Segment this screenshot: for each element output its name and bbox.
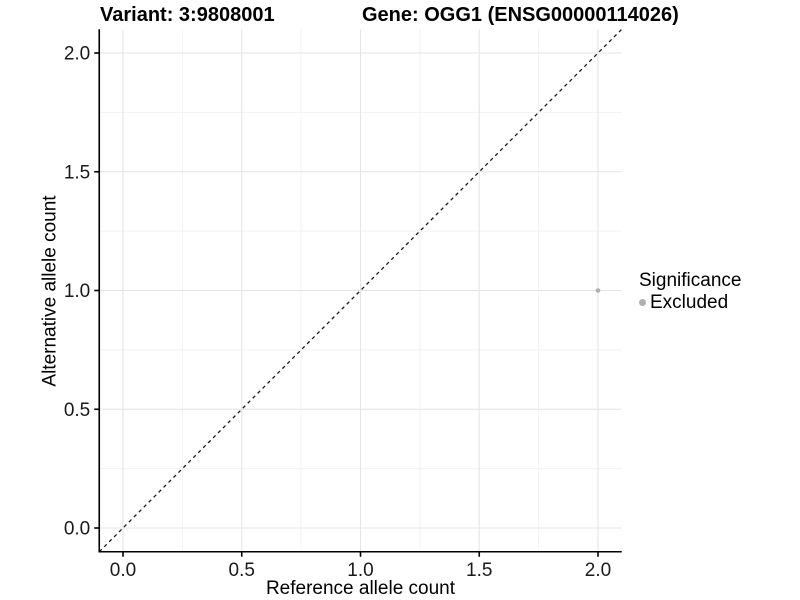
legend-title: Significance — [639, 270, 742, 291]
x-tick-label: 0.0 — [110, 560, 136, 581]
y-tick-label: 0.5 — [64, 400, 90, 421]
x-tick-label: 0.5 — [229, 560, 255, 581]
data-point-excluded — [595, 288, 601, 293]
x-axis-title: Reference allele count — [265, 578, 456, 599]
circle-icon — [639, 299, 646, 306]
legend-item-excluded: Excluded — [639, 293, 741, 312]
y-axis-title: Alternative allele count — [39, 195, 61, 387]
x-tick-label: 2.0 — [585, 560, 611, 581]
plot-title-gene: Gene: OGG1 (ENSG00000114026) — [362, 4, 679, 26]
x-tick-label: 1.5 — [466, 560, 492, 581]
plot-title-variant: Variant: 3:9808001 — [100, 4, 275, 26]
legend-item-label: Excluded — [650, 292, 729, 313]
y-tick-label: 2.0 — [64, 44, 90, 65]
legend: Significance Excluded — [639, 271, 741, 312]
y-tick-label: 1.5 — [64, 162, 90, 183]
y-tick-label: 1.0 — [64, 281, 90, 302]
y-tick-label: 0.0 — [64, 519, 90, 540]
x-tick-label: 1.0 — [347, 560, 373, 581]
